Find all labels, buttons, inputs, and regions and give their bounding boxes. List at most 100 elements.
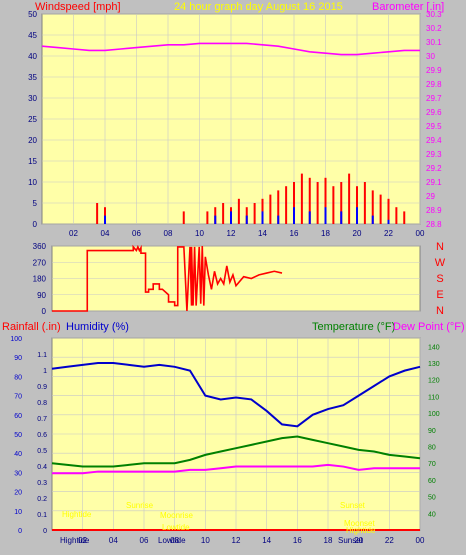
humidity-tick: 40: [14, 451, 22, 458]
rainfall-tick: 0.6: [37, 432, 47, 439]
windspeed-tick-labels: 0 5 10 15 20 25 30 35 40 45 50: [28, 10, 37, 229]
rainfall-tick: 0.2: [37, 496, 47, 503]
temperature-line: [51, 435, 421, 468]
windspeed-tick: 0: [33, 220, 38, 229]
temperature-tick: 140: [428, 344, 440, 351]
time-tick: 20: [353, 229, 362, 238]
windspeed-tick: 50: [28, 10, 37, 19]
compass-label: S: [436, 273, 443, 285]
time-tick: 00: [416, 229, 425, 238]
windspeed-tick: 20: [28, 136, 37, 145]
wind-direction-line: [52, 244, 283, 312]
barometer-tick: 29.8: [426, 80, 442, 89]
temperature-tick: 110: [428, 394, 439, 401]
temperature-time-tick-labels: 02 04 06 08 10 12 14 16 18 20 22 00: [78, 536, 425, 545]
temperature-tick: 70: [428, 461, 436, 468]
wind-grid: [42, 13, 421, 225]
temperature-tick-labels: 40 50 60 70 80 90 100 110 120 130 140: [428, 344, 440, 518]
time-tick: 08: [170, 536, 179, 545]
rainfall-axis-label: Rainfall (.in): [2, 321, 61, 333]
barometer-tick: 28.8: [426, 220, 442, 229]
time-tick: 14: [262, 536, 271, 545]
windspeed-tick: 45: [28, 31, 37, 40]
wind-time-tick-labels: 02 04 06 08 10 12 14 16 18 20 22 00: [69, 229, 425, 238]
rainfall-tick-labels: 0 0.1 0.2 0.3 0.4 0.5 0.6 0.7 0.8 0.9 1 1.1: [37, 352, 47, 535]
barometer-tick: 29.3: [426, 150, 442, 159]
bottom-label: Sunset: [338, 536, 364, 545]
barometer-tick: 29.5: [426, 122, 442, 131]
rainfall-tick: 0: [43, 528, 47, 535]
temperature-tick: 130: [428, 361, 440, 368]
rainfall-tick: 0.7: [37, 416, 47, 423]
barometer-tick-labels: 28.8 28.9 29 29.1 29.2 29.3 29.4 29.5 29.6 29.7 29…: [426, 10, 442, 229]
time-tick: 10: [195, 229, 204, 238]
annotation-label: Moonset: [344, 519, 375, 528]
time-tick: 20: [354, 536, 363, 545]
humidity-tick: 50: [14, 432, 22, 439]
windspeed-axis-label: Windspeed [mph]: [35, 1, 121, 13]
temperature-tick: 80: [428, 445, 436, 452]
humidity-tick: 10: [14, 509, 22, 516]
barometer-tick: 29.1: [426, 178, 442, 187]
direction-tick: 180: [33, 275, 47, 284]
time-tick: 10: [201, 536, 210, 545]
time-tick: 12: [227, 229, 236, 238]
barometer-tick: 29.6: [426, 108, 442, 117]
rainfall-tick: 0.3: [37, 480, 47, 487]
temperature-tick: 90: [428, 428, 436, 435]
rainfall-tick: 1.1: [37, 352, 47, 359]
humidity-tick: 60: [14, 413, 22, 420]
time-tick: 14: [258, 229, 267, 238]
annotation-label: Sunset: [340, 501, 366, 510]
time-tick: 04: [101, 229, 110, 238]
windspeed-tick: 15: [28, 157, 37, 166]
time-tick: 22: [384, 229, 393, 238]
barometer-tick: 29.7: [426, 94, 442, 103]
time-tick: 06: [140, 536, 149, 545]
compass-label: E: [436, 289, 443, 301]
tide-sun-moon-annotations: Hightide Sunrise Moonrise Lowtide Sunset Moon…: [62, 501, 376, 535]
humidity-tick: 0: [18, 528, 22, 535]
temperature-tick: 60: [428, 478, 436, 485]
direction-grid: [52, 245, 420, 312]
windspeed-tick: 35: [28, 73, 37, 82]
temperature-tick: 100: [428, 411, 440, 418]
rainfall-tick: 0.8: [37, 400, 47, 407]
humidity-tick-labels: 0 10 20 30 40 50 60 70 80 90 100: [10, 336, 22, 535]
barometer-line: [41, 42, 420, 56]
windspeed-tick: 40: [28, 52, 37, 61]
humidity-tick: 70: [14, 394, 22, 401]
compass-label: N: [436, 305, 444, 317]
humidity-axis-label: Humidity (%): [66, 321, 129, 333]
barometer-tick: 29.4: [426, 136, 442, 145]
annotation-label: Lowtide: [162, 523, 190, 532]
compass-label: N: [436, 241, 444, 253]
annotation-label: Hightide: [346, 526, 376, 535]
time-tick: 00: [416, 536, 425, 545]
direction-tick: 0: [42, 307, 47, 316]
time-tick: 02: [69, 229, 78, 238]
compass-label: W: [435, 257, 446, 269]
temperature-tick: 50: [428, 495, 436, 502]
rainfall-tick: 0.5: [37, 448, 47, 455]
barometer-tick: 30: [426, 52, 435, 61]
barometer-tick: 29.9: [426, 66, 442, 75]
humidity-tick: 90: [14, 355, 22, 362]
barometer-tick: 30.1: [426, 38, 442, 47]
rainfall-tick: 0.9: [37, 384, 47, 391]
windspeed-average-bars: [104, 207, 390, 224]
dew-point-axis-label: Dew Point (°F): [393, 321, 465, 333]
barometer-tick: 30.2: [426, 24, 442, 33]
barometer-tick: 28.9: [426, 206, 442, 215]
direction-tick: 270: [33, 258, 47, 267]
time-tick: 08: [164, 229, 173, 238]
bottom-label: Hightide: [60, 536, 90, 545]
rainfall-tick: 0.1: [37, 512, 47, 519]
time-tick: 12: [232, 536, 241, 545]
barometer-tick: 29: [426, 192, 435, 201]
barometer-axis-label: Barometer [.in]: [372, 1, 444, 13]
annotation-label: Moonrise: [160, 511, 193, 520]
chart-title: 24 hour graph day August 16 2015: [174, 1, 343, 13]
direction-tick-labels: 0 90 180 270 360: [33, 242, 47, 316]
